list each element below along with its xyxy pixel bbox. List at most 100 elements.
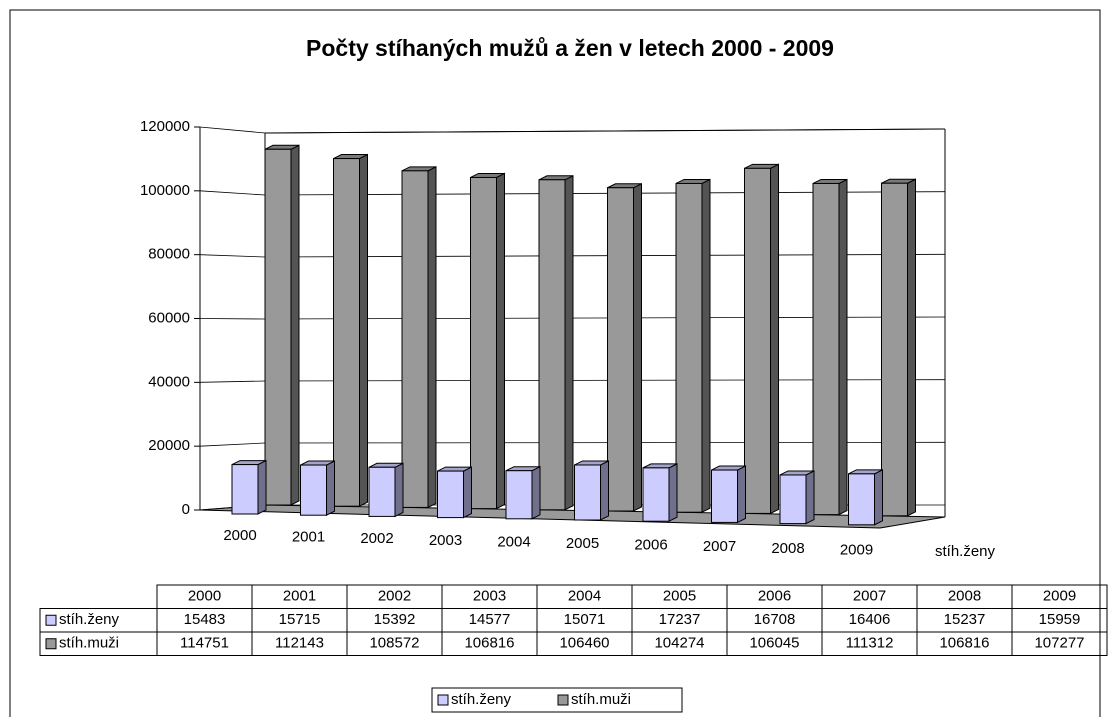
legend-key xyxy=(557,694,569,706)
bar-side xyxy=(701,178,711,514)
y-tick-label: 0 xyxy=(182,501,190,518)
x-tick-label: 2008 xyxy=(771,540,804,557)
table-cell: 15483 xyxy=(184,611,226,628)
x-tick-label: 2001 xyxy=(292,529,325,546)
bar xyxy=(711,469,738,523)
grid-line xyxy=(264,128,946,134)
bar xyxy=(470,176,497,510)
legend-label: stíh.muži xyxy=(571,691,631,708)
table-cell: 16708 xyxy=(754,611,796,628)
bar-side xyxy=(531,465,541,520)
table-cell: 106816 xyxy=(939,635,989,652)
table-legend-key xyxy=(45,638,57,650)
chart-title: Počty stíhaných mužů a žen v letech 2000… xyxy=(306,35,834,61)
table-header-cell: 2006 xyxy=(758,588,791,605)
bar-side xyxy=(257,459,267,515)
grid-line xyxy=(199,254,266,258)
bar-side xyxy=(805,470,815,525)
table-header-cell: 2003 xyxy=(473,588,506,605)
table-header-cell: 2002 xyxy=(378,588,411,605)
y-tick-label: 120000 xyxy=(140,118,190,135)
y-tick-label: 40000 xyxy=(148,373,190,390)
y-tick-label: 60000 xyxy=(148,309,190,326)
table-cell: 107277 xyxy=(1034,635,1084,652)
table-cell: 15959 xyxy=(1039,611,1081,628)
legend-box xyxy=(431,687,683,713)
y-tick-label: 100000 xyxy=(140,182,190,199)
bar xyxy=(881,182,908,517)
table-legend-key xyxy=(45,614,57,626)
x-tick-label: 2006 xyxy=(634,537,667,554)
grid-line xyxy=(199,318,266,320)
x-tick-label: 2007 xyxy=(703,538,736,555)
table-cell: 114751 xyxy=(180,635,229,652)
bar-side xyxy=(290,144,300,506)
bar xyxy=(401,170,429,508)
table-cell: 15392 xyxy=(374,611,416,628)
bar xyxy=(574,464,601,521)
table-header-cell: 2004 xyxy=(568,588,601,605)
table-cell: 104274 xyxy=(654,635,704,652)
bar xyxy=(437,470,464,519)
table-cell: 15071 xyxy=(564,611,606,628)
bar-side xyxy=(770,163,779,515)
table-header-cell: 2007 xyxy=(853,588,886,605)
table-row-label: stíh.ženy xyxy=(59,611,120,628)
table-header-cell: 2009 xyxy=(1043,588,1076,605)
bar xyxy=(848,473,875,526)
table-cell: 15715 xyxy=(279,611,321,628)
table-cell: 112143 xyxy=(275,635,324,652)
bar xyxy=(812,182,840,516)
table-cell: 106045 xyxy=(749,635,799,652)
bar xyxy=(538,179,566,511)
grid-line xyxy=(199,380,266,383)
x-tick-label: 2009 xyxy=(840,541,873,558)
x-tick-label: 2005 xyxy=(566,535,599,552)
grid-line xyxy=(199,190,266,196)
bar-side xyxy=(838,178,848,516)
bar xyxy=(505,470,533,520)
x-tick-label: 2002 xyxy=(360,530,393,547)
bar-side xyxy=(874,469,883,526)
chart-frame xyxy=(9,9,1101,717)
bar xyxy=(744,167,771,514)
bar xyxy=(333,158,360,507)
y-tick-label: 80000 xyxy=(148,246,190,263)
depth-axis-label: stíh.ženy xyxy=(935,543,996,560)
x-tick-label: 2003 xyxy=(429,532,462,549)
table-header-cell: 2000 xyxy=(188,588,221,605)
table-header-cell: 2001 xyxy=(283,588,316,605)
bar xyxy=(642,467,670,522)
bar-side xyxy=(463,466,472,519)
bar xyxy=(264,148,292,506)
bar-side xyxy=(737,465,746,524)
bar-side xyxy=(600,460,609,521)
table-cell: 111312 xyxy=(846,635,894,652)
bar-side xyxy=(668,463,678,523)
table-cell: 106460 xyxy=(559,635,609,652)
grid-line xyxy=(199,442,266,447)
bar-side xyxy=(394,462,404,518)
bar-side xyxy=(907,178,916,517)
x-tick-label: 2004 xyxy=(497,533,530,550)
x-tick-label: 2000 xyxy=(223,527,256,544)
bar-side xyxy=(496,172,505,510)
grid-line xyxy=(199,126,266,134)
bar-side xyxy=(326,460,335,517)
bar-side xyxy=(633,182,642,512)
table-cell: 106816 xyxy=(464,635,514,652)
bar-side xyxy=(427,166,437,509)
bar xyxy=(675,182,703,513)
bar xyxy=(231,464,259,515)
table-cell: 15237 xyxy=(944,611,986,628)
table-cell: 17237 xyxy=(659,611,701,628)
table-row-label: stíh.muži xyxy=(59,635,119,652)
bar-side xyxy=(359,153,368,508)
table-header-cell: 2008 xyxy=(948,588,981,605)
table-cell: 14577 xyxy=(469,611,511,628)
bar xyxy=(300,464,327,516)
table-cell: 16406 xyxy=(849,611,891,628)
y-tick-label: 20000 xyxy=(148,437,190,454)
bar xyxy=(779,474,807,525)
